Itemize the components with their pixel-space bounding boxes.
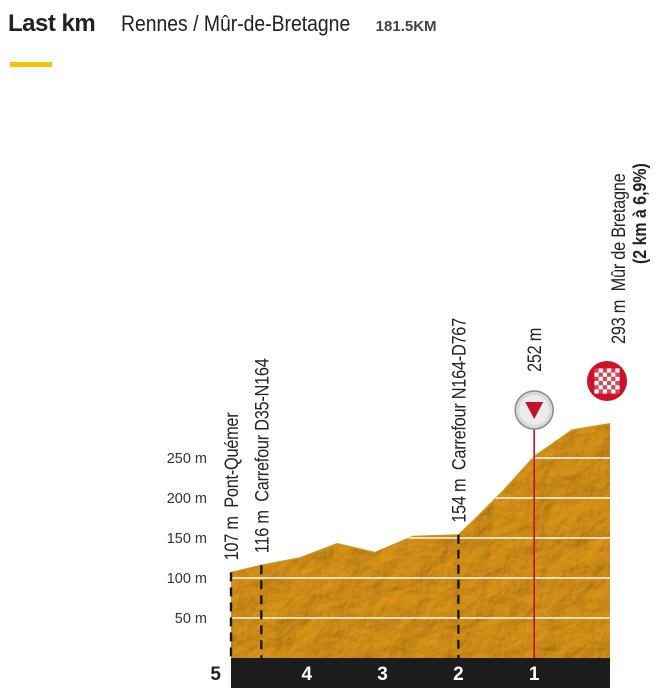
checker-square	[607, 389, 612, 394]
checker-square	[594, 385, 599, 390]
point-label-group: 116 m Carrefour D35-N164	[251, 358, 272, 553]
elevation-label: 252 m	[524, 328, 545, 372]
checker-square	[611, 372, 616, 377]
checker-square	[602, 385, 607, 390]
elevation-label: 107 m	[221, 516, 242, 560]
checker-square	[615, 368, 620, 373]
point-label: 116 m Carrefour D35-N164	[251, 358, 272, 553]
checker-square	[611, 381, 616, 386]
checker-square	[598, 381, 603, 386]
checker-square	[607, 372, 612, 377]
checker-square	[598, 372, 603, 377]
elevation-label: 154 m	[448, 479, 469, 523]
checker-square	[615, 385, 620, 390]
km-label-5: 5	[210, 664, 221, 685]
profile-fill	[231, 423, 610, 658]
place-name: Pont-Quémer	[221, 412, 242, 508]
marker-icons	[514, 361, 627, 430]
checker-square	[607, 381, 612, 386]
y-tick-label: 200 m	[167, 491, 207, 507]
flamme-rouge-icon	[514, 390, 554, 430]
point-label: 293 m Mûr de Bretagne	[608, 173, 629, 344]
elevation-label: 116 m	[251, 510, 272, 553]
checker-square	[611, 376, 616, 381]
checker-square	[607, 376, 612, 381]
point-label-group: 107 m Pont-Quémer	[221, 412, 242, 560]
km-bar-background	[231, 658, 610, 688]
down-triangle-icon	[525, 402, 544, 419]
checker-square	[607, 385, 612, 390]
checker-square	[611, 368, 616, 373]
route-label: Rennes / Mûr-de-Bretagne	[121, 11, 351, 36]
page-title: Last km	[8, 10, 96, 37]
km-label-2: 2	[453, 664, 464, 685]
checker-square	[607, 368, 612, 373]
y-tick-label: 50 m	[175, 611, 207, 627]
y-axis-ticks: 50 m 100 m 150 m 200 m 250 m	[167, 451, 207, 627]
place-name: Carrefour N164-D767	[448, 318, 469, 470]
point-label-group: 252 m	[524, 328, 545, 372]
place-name: Mûr de Bretagne	[608, 173, 629, 291]
climb-note: (2 km à 6,9%)	[629, 163, 650, 264]
point-label: 252 m	[524, 328, 545, 372]
place-name: Carrefour D35-N164	[251, 358, 272, 502]
km-bar: 5 4 3 2 1	[210, 658, 610, 688]
checker-square	[615, 381, 620, 386]
checker-square	[598, 368, 603, 373]
checker-square	[602, 389, 607, 394]
checker-square	[598, 376, 603, 381]
point-label: 107 m Pont-Quémer	[221, 412, 242, 560]
y-tick-label: 100 m	[167, 571, 207, 587]
checker-square	[615, 389, 620, 394]
checker-square	[611, 385, 616, 390]
checker-square	[594, 372, 599, 377]
checker-square	[594, 381, 599, 386]
checker-square	[602, 376, 607, 381]
checker-square	[602, 372, 607, 377]
checker-square	[594, 368, 599, 373]
checker-square	[615, 372, 620, 377]
checker-square	[615, 376, 620, 381]
y-tick-label: 150 m	[167, 531, 207, 547]
km-label-1: 1	[529, 664, 540, 685]
profile-area	[230, 423, 611, 658]
checker-square	[598, 385, 603, 390]
elevation-label: 293 m	[608, 300, 629, 344]
accent-bar	[10, 62, 52, 67]
checker-square	[594, 389, 599, 394]
header: Last km Rennes / Mûr-de-Bretagne 181.5KM	[8, 10, 437, 38]
checker-square	[611, 389, 616, 394]
point-label: 154 m Carrefour N164-D767	[448, 318, 469, 523]
y-tick-label: 250 m	[167, 451, 207, 467]
point-lines	[229, 420, 536, 658]
checker-square	[602, 381, 607, 386]
distance-label: 181.5KM	[375, 18, 437, 35]
checker-square	[594, 376, 599, 381]
finish-flag-icon	[587, 361, 627, 401]
profile-outline	[230, 423, 611, 573]
km-label-4: 4	[302, 664, 313, 685]
point-label-group: 293 m Mûr de Bretagne (2 km à 6,9%)	[608, 163, 650, 344]
checker-square	[598, 389, 603, 394]
km-label-3: 3	[377, 664, 388, 685]
checker-square	[602, 368, 607, 373]
point-label-group: 154 m Carrefour N164-D767	[448, 318, 469, 523]
